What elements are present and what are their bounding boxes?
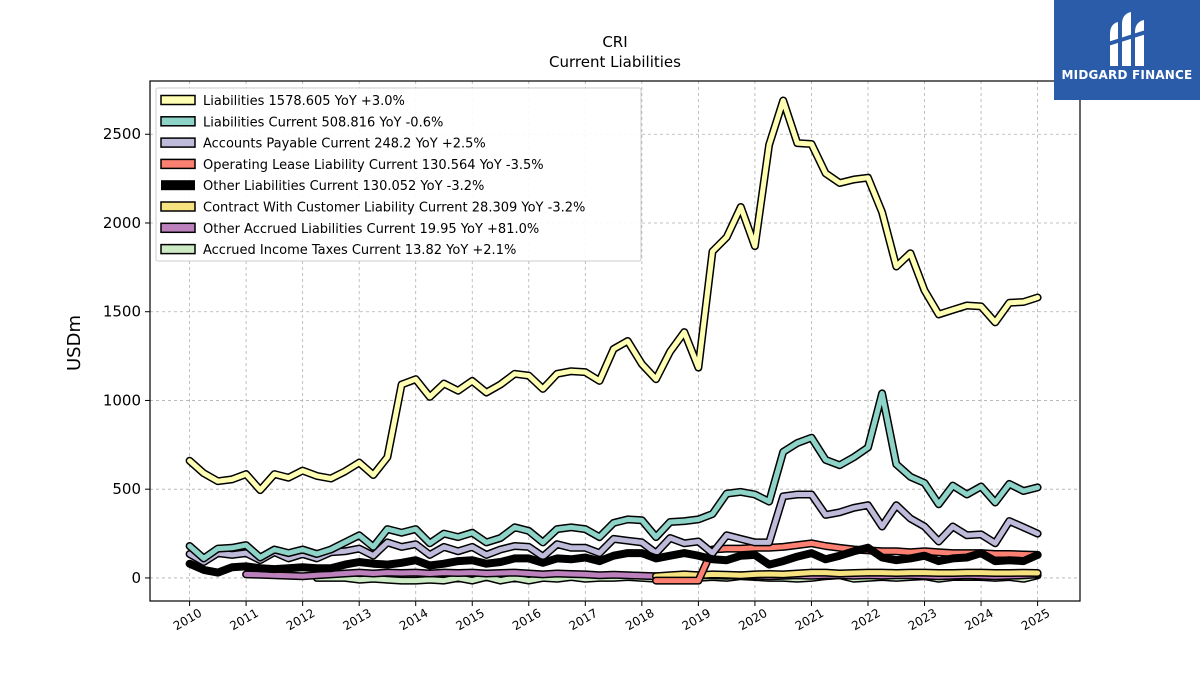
series-liabilities	[185, 96, 1042, 495]
x-tick-label: 2018	[623, 606, 656, 633]
y-axis-label: USDm	[64, 315, 85, 371]
chart-subtitle: Current Liabilities	[549, 53, 681, 71]
x-tick-label: 2021	[793, 606, 826, 633]
legend-swatch	[160, 116, 196, 127]
legend-swatch	[160, 201, 196, 212]
legend-box	[155, 87, 642, 262]
legend-label: Contract With Customer Liability Current…	[203, 201, 585, 216]
series-line	[185, 543, 1042, 577]
x-tick-label: 2017	[567, 606, 600, 633]
y-tick-label: 0	[131, 569, 141, 587]
x-tick-label: 2011	[227, 606, 260, 633]
legend-label: Other Accrued Liabilities Current 19.95 …	[203, 222, 539, 237]
x-tick-label: 2020	[736, 606, 769, 633]
midgard-logo: MIDGARD FINANCE	[1054, 0, 1200, 100]
x-tick-label: 2022	[849, 606, 882, 633]
legend-label: Liabilities Current 508.816 YoY -0.6%	[203, 115, 443, 130]
series-line	[187, 390, 1041, 561]
x-tick-label: 2024	[962, 606, 995, 633]
x-tick-label: 2012	[284, 606, 317, 633]
x-tick-label: 2014	[397, 606, 430, 633]
x-tick-label: 2013	[340, 606, 373, 633]
x-tick-label: 2016	[510, 606, 543, 633]
x-tick-label: 2010	[171, 606, 204, 633]
midgard-logo-icon	[1107, 12, 1147, 66]
x-tick-label: 2023	[906, 606, 939, 633]
logo-text: MIDGARD FINANCE	[1061, 68, 1193, 82]
y-tick-label: 2500	[103, 125, 141, 143]
series-contract-with-customer-liability-current	[652, 568, 1042, 581]
series-line	[187, 98, 1041, 493]
y-tick-label: 1000	[103, 391, 141, 409]
series-line	[653, 570, 1041, 579]
legend-swatch	[160, 158, 196, 170]
series-other-liabilities-current	[185, 543, 1042, 577]
series-layer	[185, 96, 1042, 585]
legend-label: Accounts Payable Current 248.2 YoY +2.5%	[203, 137, 486, 152]
x-tick-label: 2025	[1019, 606, 1052, 633]
legend-swatch	[160, 222, 196, 234]
series-liabilities-current	[185, 389, 1042, 563]
legend-swatch	[160, 94, 196, 106]
x-tick-label: 2019	[680, 606, 713, 633]
chart-title: CRI	[602, 33, 627, 51]
y-tick-label: 1500	[103, 303, 141, 321]
legend-swatch	[160, 137, 196, 148]
plot-frame	[149, 80, 1081, 602]
y-tick-label: 500	[112, 480, 141, 498]
legend-label: Operating Lease Liability Current 130.56…	[203, 158, 544, 173]
legend: Liabilities 1578.605 YoY +3.0% Liabilitie…	[155, 87, 642, 262]
x-tick-label: 2015	[454, 606, 487, 633]
legend-label: Accrued Income Taxes Current 13.82 YoY +…	[203, 243, 516, 258]
y-tick-label: 2000	[103, 214, 141, 232]
legend-swatch	[160, 243, 196, 255]
legend-label: Liabilities 1578.605 YoY +3.0%	[203, 94, 405, 109]
legend-label: Other Liabilities Current 130.052 YoY -3…	[203, 179, 484, 194]
legend-swatch	[161, 180, 195, 191]
